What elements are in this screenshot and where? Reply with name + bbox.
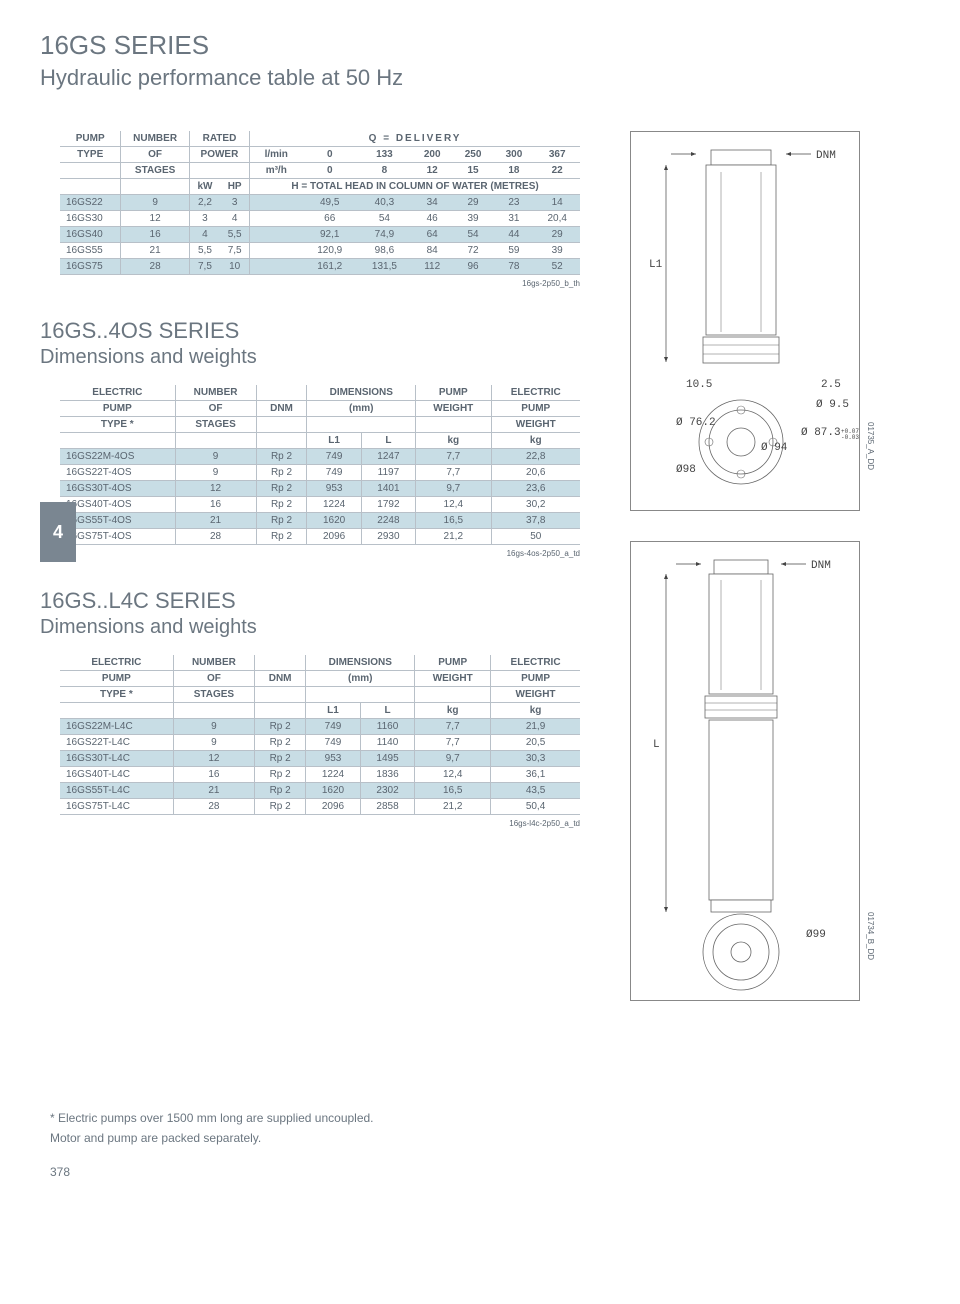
dimensional-diagram-b: DNM L Ø99 01734_B_DD	[630, 541, 860, 1001]
section-4os-title: 16GS..4OS SERIES	[40, 318, 600, 344]
table-row: 16GS75T-L4C28Rp 22096285821,250,4	[60, 799, 580, 815]
page-side-tab: 4	[40, 502, 76, 562]
table-row: 16GS40T-L4C16Rp 21224183612,436,1	[60, 767, 580, 783]
svg-text:10.5: 10.5	[686, 379, 712, 391]
table-row: 16GS301234665446393120,4	[60, 211, 580, 227]
section-4os-subtitle: Dimensions and weights	[40, 346, 600, 369]
q-delivery-label: Q = DELIVERY	[250, 131, 580, 147]
dim-table-4os: ELECTRIC NUMBER DIMENSIONS PUMP ELECTRIC…	[60, 385, 580, 545]
col-number: NUMBER	[121, 131, 189, 147]
svg-text:DNM: DNM	[816, 150, 836, 162]
col-rated: RATED	[189, 131, 249, 147]
hydraulic-ref: 16gs-2p50_b_th	[40, 279, 580, 288]
svg-text:DNM: DNM	[811, 560, 831, 572]
svg-text:Ø99: Ø99	[806, 929, 826, 941]
svg-text:Ø 76.2: Ø 76.2	[676, 417, 716, 429]
l4c-ref: 16gs-l4c-2p50_a_td	[40, 819, 580, 828]
page-title: 16GS SERIES	[40, 30, 920, 61]
table-row: 16GS401645,592,174,964544429	[60, 227, 580, 243]
footnotes: * Electric pumps over 1500 mm long are s…	[50, 1111, 920, 1145]
svg-text:-0.03: -0.03	[841, 434, 859, 441]
table-row: 16GS55T-L4C21Rp 21620230216,543,5	[60, 783, 580, 799]
col-pump-type: PUMP	[60, 131, 121, 147]
hydraulic-performance-table: PUMP NUMBER RATED Q = DELIVERY TYPE OF P…	[60, 131, 580, 275]
dimensional-diagram-a: DNM L1 10.5 2.5 Ø 9.5 Ø 76.2 Ø 87.3 +0.0…	[630, 131, 860, 511]
table-row: 16GS75287,510161,2131,5112967852	[60, 259, 580, 275]
diagram-b-ref: 01734_B_DD	[866, 912, 875, 960]
section-l4c-subtitle: Dimensions and weights	[40, 616, 600, 639]
table-row: 16GS55T-4OS21Rp 21620224816,537,8	[60, 513, 580, 529]
table-row: 16GS55215,57,5120,998,684725939	[60, 243, 580, 259]
diagram-a-ref: 01735_A_DD	[866, 422, 875, 470]
4os-ref: 16gs-4os-2p50_a_td	[40, 549, 580, 558]
svg-text:Ø 9.5: Ø 9.5	[816, 399, 849, 411]
section-l4c-title: 16GS..L4C SERIES	[40, 588, 600, 614]
table-row: 16GS22T-L4C9Rp 274911407,720,5	[60, 735, 580, 751]
svg-text:Ø 87.3: Ø 87.3	[801, 427, 841, 439]
footnote-1: * Electric pumps over 1500 mm long are s…	[50, 1111, 920, 1125]
dim-table-l4c: ELECTRIC NUMBER DIMENSIONS PUMP ELECTRIC…	[60, 655, 580, 815]
table-row: 16GS30T-L4C12Rp 295314959,730,3	[60, 751, 580, 767]
table-row: 16GS2292,2349,540,334292314	[60, 195, 580, 211]
svg-text:Ø98: Ø98	[676, 464, 696, 476]
svg-text:L1: L1	[649, 259, 663, 271]
table-row: 16GS40T-4OS16Rp 21224179212,430,2	[60, 497, 580, 513]
h-total-head-label: H = TOTAL HEAD IN COLUMN OF WATER (METRE…	[250, 179, 580, 195]
table-row: 16GS30T-4OS12Rp 295314019,723,6	[60, 481, 580, 497]
svg-text:2.5: 2.5	[821, 379, 841, 391]
table-row: 16GS75T-4OS28Rp 22096293021,250	[60, 529, 580, 545]
page-subtitle: Hydraulic performance table at 50 Hz	[40, 65, 920, 91]
footnote-2: Motor and pump are packed separately.	[50, 1131, 920, 1145]
table-row: 16GS22M-4OS9Rp 274912477,722,8	[60, 449, 580, 465]
page-number: 378	[50, 1165, 920, 1179]
svg-text:L: L	[653, 739, 660, 751]
svg-text:Ø 94: Ø 94	[761, 442, 788, 454]
table-row: 16GS22M-L4C9Rp 274911607,721,9	[60, 719, 580, 735]
table-row: 16GS22T-4OS9Rp 274911977,720,6	[60, 465, 580, 481]
